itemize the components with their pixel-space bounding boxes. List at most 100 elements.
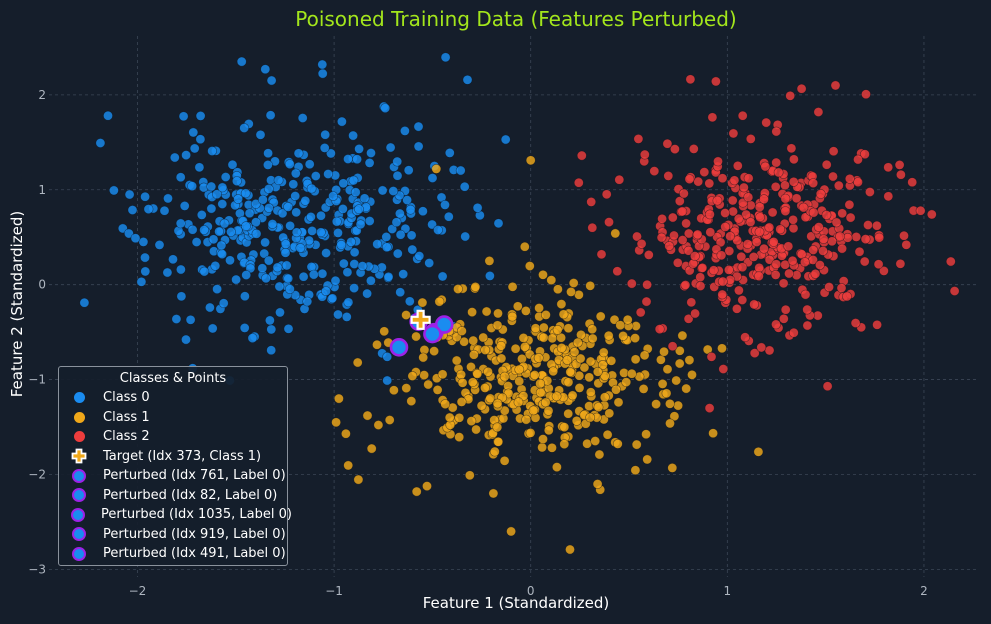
perturbed-marker-icon [71, 507, 85, 523]
data-point [771, 126, 782, 137]
data-point [419, 370, 429, 380]
data-point [239, 291, 250, 302]
data-point [630, 333, 640, 343]
data-point [764, 345, 775, 356]
data-point [837, 208, 848, 219]
data-point [705, 209, 715, 220]
data-point [670, 144, 680, 154]
data-point [346, 236, 356, 247]
data-point [320, 129, 331, 140]
data-point [842, 291, 852, 302]
data-point [480, 382, 490, 393]
data-point [331, 417, 341, 428]
data-point [317, 59, 328, 70]
data-point [217, 249, 227, 259]
data-point [130, 233, 141, 244]
data-point [945, 256, 956, 267]
data-point [662, 138, 673, 149]
data-point [780, 193, 791, 204]
data-point [307, 225, 317, 236]
x-tick-label: −2 [129, 584, 147, 598]
data-point [343, 460, 354, 471]
data-point [791, 193, 802, 204]
data-point [212, 284, 222, 294]
data-point [672, 257, 683, 268]
data-point [392, 156, 403, 167]
data-point [283, 201, 293, 212]
data-point [854, 246, 865, 257]
data-point [671, 375, 682, 386]
data-point [219, 218, 230, 229]
data-point [440, 399, 451, 409]
data-point [830, 80, 841, 91]
data-point [861, 89, 871, 100]
data-point [206, 203, 217, 214]
data-point [873, 259, 884, 270]
data-point [231, 176, 242, 186]
data-point [853, 177, 863, 187]
data-point [225, 255, 235, 266]
target-point [410, 309, 431, 330]
data-point [214, 226, 224, 237]
data-point [208, 234, 219, 245]
data-point [626, 278, 637, 289]
data-point [585, 387, 596, 398]
data-point [103, 110, 113, 121]
data-point [865, 187, 875, 197]
data-point [263, 148, 273, 159]
data-point [530, 323, 541, 334]
data-point [260, 237, 270, 248]
data-point [241, 270, 252, 280]
data-point [466, 416, 477, 426]
data-point [210, 260, 221, 271]
data-point [333, 393, 344, 404]
data-point [754, 271, 764, 281]
data-point [411, 486, 422, 497]
data-point [630, 465, 641, 476]
data-point [788, 214, 798, 225]
data-point [661, 388, 672, 399]
data-point [290, 191, 301, 201]
data-point [391, 217, 402, 228]
data-point [127, 205, 138, 215]
data-point [467, 377, 478, 388]
data-point [753, 446, 764, 457]
data-point [455, 165, 466, 176]
data-point [639, 350, 650, 361]
data-point [821, 210, 832, 220]
x-tick-label: 1 [724, 584, 732, 598]
data-point [635, 307, 646, 318]
data-point [302, 296, 313, 307]
data-point [538, 322, 549, 333]
data-point [802, 304, 813, 315]
data-point [568, 278, 579, 288]
data-point [754, 227, 765, 237]
data-point [541, 309, 551, 320]
data-point [630, 354, 641, 365]
legend-entry: Perturbed (Idx 919, Label 0) [59, 525, 287, 545]
data-point [325, 148, 336, 159]
data-point [456, 326, 467, 336]
data-point [688, 143, 699, 154]
data-point [468, 335, 479, 346]
data-point [348, 130, 358, 141]
data-point [349, 247, 360, 258]
data-point [584, 372, 595, 383]
data-point [595, 311, 606, 322]
data-point [187, 224, 198, 235]
data-point [454, 412, 465, 423]
data-point [429, 346, 439, 356]
data-point [727, 195, 738, 206]
data-point [244, 208, 255, 219]
data-point [690, 308, 700, 319]
data-point [264, 315, 275, 326]
data-point [683, 245, 694, 256]
data-point [751, 237, 762, 247]
data-point [349, 283, 359, 293]
data-point [883, 191, 894, 202]
axis-ticks: −2 −1 0 1 2 −3 −2 −1 0 1 2 [28, 88, 927, 598]
data-point [154, 239, 165, 250]
legend-entry: Target (Idx 373, Class 1) [59, 447, 287, 467]
data-point [684, 355, 695, 365]
